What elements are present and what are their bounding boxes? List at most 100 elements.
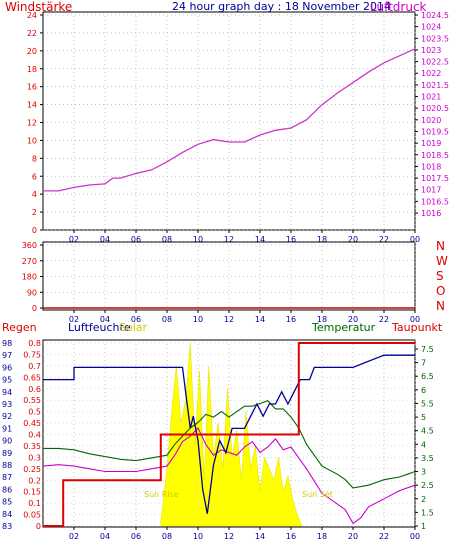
direction-tick-label: 180: [22, 273, 37, 282]
pressure-tick-label: 1018: [421, 162, 441, 171]
pressure-tick-label: 1017: [421, 186, 441, 195]
rain-tick-label: 0.6: [28, 385, 41, 394]
pressure-series: [43, 48, 416, 192]
wind-tick-label: 0: [32, 226, 37, 235]
wind-strength-label: Windstärke: [5, 0, 72, 14]
x-tick-label: 02: [69, 235, 79, 244]
rain-tick-label: 0.3: [28, 453, 41, 462]
rain-tick-label: 0.55: [23, 396, 41, 405]
pressure-tick-label: 1023: [421, 46, 441, 55]
rain-tick-label: 0.1: [28, 499, 41, 508]
temperature-label: Temperatur: [311, 321, 376, 334]
compass-label: W: [436, 254, 448, 268]
temperature-tick-label: 2.5: [421, 481, 434, 490]
pressure-tick-label: 1020.5: [421, 104, 449, 113]
compass-label: S: [436, 269, 444, 283]
x-tick-label: 14: [255, 315, 265, 324]
air-pressure-label: Luftdruck: [370, 0, 427, 14]
rain-tick-label: 0.45: [23, 419, 41, 428]
x-tick-label: 20: [348, 532, 358, 541]
x-tick-label: 12: [224, 532, 234, 541]
x-tick-label: 14: [255, 532, 265, 541]
x-tick-label: 20: [348, 235, 358, 244]
rain-line: [43, 342, 415, 527]
x-tick-label: 16: [286, 532, 296, 541]
x-tick-label: 22: [379, 235, 389, 244]
temperature-tick-label: 3.5: [421, 454, 434, 463]
pressure-tick-label: 1020: [421, 116, 441, 125]
humidity-tick-label: 90: [2, 437, 12, 446]
x-tick-label: 02: [69, 315, 79, 324]
humidity-tick-label: 96: [2, 363, 12, 372]
pressure-tick-label: 1022: [421, 69, 441, 78]
direction-grid: [43, 242, 416, 310]
humidity-tick-label: 94: [2, 388, 12, 397]
direction-tick-label: 270: [22, 257, 37, 266]
x-tick-label: 16: [286, 235, 296, 244]
rain-tick-label: 0.7: [28, 362, 41, 371]
humidity-line: [43, 354, 415, 514]
dewpoint-line: [42, 427, 416, 525]
x-tick-label: 08: [162, 235, 172, 244]
x-tick-label: 20: [348, 315, 358, 324]
humidity-tick-label: 84: [2, 510, 12, 519]
humidity-tick-label: 89: [2, 449, 12, 458]
pressure-tick-label: 1023.5: [421, 34, 449, 43]
humidity-tick-label: 98: [2, 339, 12, 348]
x-tick-label: 14: [255, 235, 265, 244]
humidity-label: Luftfeuchte: [68, 321, 131, 334]
x-tick-label: 00: [410, 532, 420, 541]
pressure-tick-label: 1019.5: [421, 127, 449, 136]
x-tick-label: 00: [410, 235, 420, 244]
wind-tick-label: 22: [27, 29, 37, 38]
humidity-tick-label: 87: [2, 473, 12, 482]
wind-tick-label: 8: [32, 154, 37, 163]
rain-tick-label: 0.2: [28, 476, 41, 485]
temperature-tick-label: 6: [421, 386, 426, 395]
x-tick-label: 12: [224, 235, 234, 244]
humidity-tick-label: 95: [2, 376, 12, 385]
pressure-grid: [43, 12, 416, 231]
x-tick-label: 02: [69, 532, 79, 541]
x-tick-label: 10: [193, 532, 203, 541]
pressure-tick-label: 1024: [421, 23, 441, 32]
x-tick-label: 16: [286, 315, 296, 324]
temperature-tick-label: 2: [421, 495, 426, 504]
temperature-tick-label: 7.5: [421, 345, 434, 354]
x-tick-label: 06: [131, 315, 141, 324]
temperature-tick-label: 4: [421, 440, 426, 449]
compass-label: N: [436, 299, 445, 313]
wind-tick-label: 12: [27, 119, 37, 128]
temperature-tick-label: 5.5: [421, 399, 434, 408]
humidity-tick-label: 88: [2, 461, 12, 470]
chart-title: 24 hour graph day : 18 November 2014: [172, 0, 391, 13]
rain-tick-label: 0.8: [28, 339, 41, 348]
wind-tick-label: 20: [27, 47, 37, 56]
direction-panel-frame: [42, 241, 416, 311]
temperature-line: [43, 400, 416, 489]
x-tick-label: 00: [410, 315, 420, 324]
x-tick-label: 18: [317, 235, 327, 244]
humidity-tick-label: 92: [2, 412, 12, 421]
temperature-tick-label: 6.5: [421, 372, 434, 381]
temperature-tick-label: 5: [421, 413, 426, 422]
sun-set-annotation: Sun Set: [302, 490, 333, 499]
rain-tick-label: 0.65: [23, 373, 41, 382]
direction-tick-label: 90: [27, 288, 37, 297]
humidity-tick-label: 91: [2, 424, 12, 433]
rain-tick-label: 0.25: [23, 465, 41, 474]
x-tick-label: 04: [100, 315, 110, 324]
humidity-axis: 83 84 85 86 87 88 89 90 91 92 93 94 95 96 97 98: [2, 339, 12, 531]
pressure-tick-label: 1016.5: [421, 197, 449, 206]
humidity-tick-label: 85: [2, 498, 12, 507]
direction-time-axis: 02 04 06 08 10 12 14 16 18 20 22 00: [69, 310, 420, 324]
pressure-axis: 1016 1016.5 1017 1017.5 1018 1018.5 1019 1019.5…: [415, 11, 449, 218]
rain-axis: 0 0.05 0.1 0.15 0.2 0.25 0.3 0.35 0.4 0.45 0.5 0.55…: [23, 339, 41, 531]
rain-tick-label: 0.35: [23, 442, 41, 451]
x-tick-label: 04: [100, 235, 110, 244]
pressure-tick-label: 1022.5: [421, 58, 449, 67]
humidity-tick-label: 97: [2, 351, 12, 360]
x-tick-label: 08: [162, 532, 172, 541]
